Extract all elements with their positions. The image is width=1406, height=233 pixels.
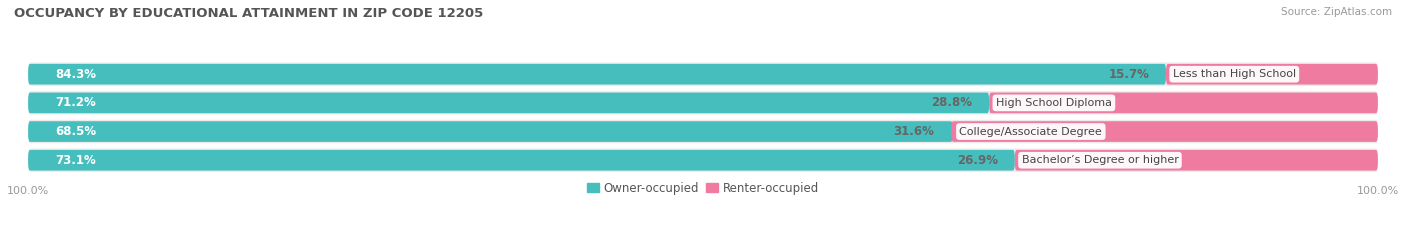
- FancyBboxPatch shape: [28, 64, 1166, 85]
- Text: 84.3%: 84.3%: [55, 68, 96, 81]
- Text: Bachelor’s Degree or higher: Bachelor’s Degree or higher: [1022, 155, 1178, 165]
- Text: 68.5%: 68.5%: [55, 125, 96, 138]
- Text: High School Diploma: High School Diploma: [995, 98, 1112, 108]
- Text: 28.8%: 28.8%: [931, 96, 973, 109]
- FancyBboxPatch shape: [952, 121, 1378, 142]
- Text: 31.6%: 31.6%: [894, 125, 935, 138]
- Text: 26.9%: 26.9%: [957, 154, 998, 167]
- Text: Source: ZipAtlas.com: Source: ZipAtlas.com: [1281, 7, 1392, 17]
- FancyBboxPatch shape: [1015, 150, 1378, 171]
- Text: 71.2%: 71.2%: [55, 96, 96, 109]
- FancyBboxPatch shape: [28, 120, 1378, 143]
- FancyBboxPatch shape: [28, 150, 1015, 171]
- Text: 73.1%: 73.1%: [55, 154, 96, 167]
- FancyBboxPatch shape: [28, 62, 1378, 86]
- Text: 15.7%: 15.7%: [1108, 68, 1149, 81]
- FancyBboxPatch shape: [28, 148, 1378, 172]
- FancyBboxPatch shape: [28, 93, 990, 113]
- Text: Less than High School: Less than High School: [1173, 69, 1296, 79]
- FancyBboxPatch shape: [28, 91, 1378, 115]
- FancyBboxPatch shape: [1166, 64, 1378, 85]
- FancyBboxPatch shape: [990, 93, 1378, 113]
- FancyBboxPatch shape: [28, 121, 953, 142]
- Legend: Owner-occupied, Renter-occupied: Owner-occupied, Renter-occupied: [582, 177, 824, 199]
- Text: OCCUPANCY BY EDUCATIONAL ATTAINMENT IN ZIP CODE 12205: OCCUPANCY BY EDUCATIONAL ATTAINMENT IN Z…: [14, 7, 484, 20]
- Text: College/Associate Degree: College/Associate Degree: [959, 127, 1102, 137]
